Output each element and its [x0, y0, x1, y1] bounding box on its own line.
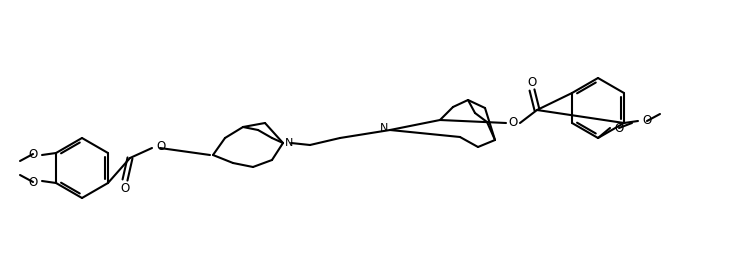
Text: O: O: [156, 140, 165, 153]
Text: O: O: [614, 121, 623, 134]
Text: O: O: [29, 176, 38, 188]
Text: O: O: [642, 114, 651, 127]
Text: O: O: [29, 147, 38, 160]
Text: N: N: [285, 138, 293, 148]
Text: N: N: [380, 123, 388, 133]
Text: O: O: [527, 75, 537, 88]
Text: O: O: [508, 116, 517, 129]
Text: O: O: [120, 181, 129, 194]
